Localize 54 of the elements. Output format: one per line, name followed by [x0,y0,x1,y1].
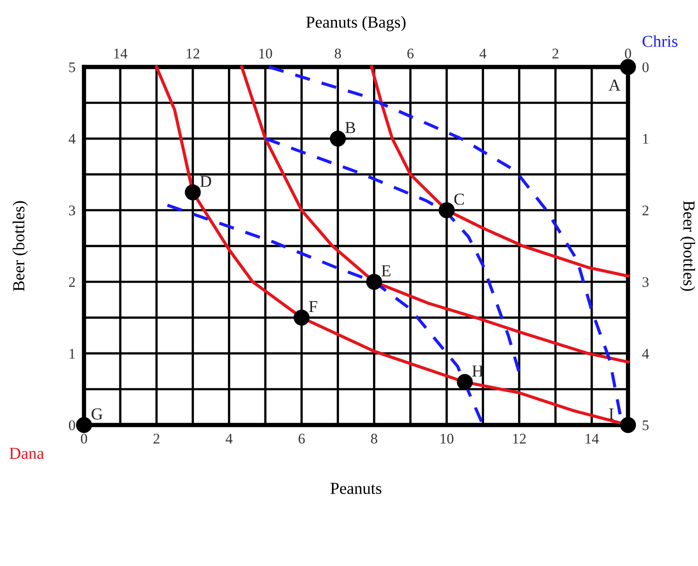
annotation: G [92,408,102,420]
x-axis-title: Peanuts [330,482,382,494]
y2-axis-title: Beer (bottles) [680,200,696,291]
y-tick-label: 1 [70,348,75,358]
annotation: C [454,194,464,205]
point [438,202,455,218]
y2-tick-label: 2 [642,206,648,216]
point [76,417,92,433]
x-tick-label: 14 [586,434,599,444]
point [456,374,473,390]
x-tick-label: 8 [371,434,378,444]
text: Dana [9,448,44,459]
x-tick-label: 12 [513,434,526,444]
x2-tick-label: 0 [624,48,632,58]
point [366,274,382,290]
line-series [240,65,630,364]
x2-tick-label: 10 [259,48,272,58]
x2-tick-label: 6 [407,48,414,58]
y2-tick-label: 5 [642,420,649,430]
x2-tick-label: 4 [480,48,486,58]
y-tick-label: 5 [69,62,76,72]
x-tick-label: 10 [440,434,454,444]
y2-tick-label: 1 [643,134,648,144]
y-tick-label: 2 [69,277,75,287]
y-tick-label: 3 [69,206,76,216]
x-tick-label: 6 [298,434,305,444]
point [620,59,636,75]
x-tick-label: 4 [226,434,232,444]
point [620,417,636,433]
x-tick-label: 2 [154,434,160,444]
point [184,184,201,200]
annotation: I [609,408,614,420]
y-axis-title: Beer (bottles) [12,201,28,292]
line-series [370,65,630,278]
x2-axis-title: Peanuts (Bags) [306,16,406,32]
y2-tick-label: 0 [642,62,649,72]
annotation: F [309,301,318,312]
x2-tick-label: 2 [552,48,558,58]
x2-tick-label: 8 [334,48,341,58]
point [330,130,346,147]
line-series [264,137,521,374]
annotation: E [382,265,390,276]
x2-tick-label: 12 [186,48,200,58]
annotation: A [608,80,620,91]
x-tick-label: 0 [80,434,88,444]
annotation: D [200,176,212,187]
point [294,310,310,326]
y-tick-label: 4 [68,134,76,144]
y2-tick-label: 4 [642,348,649,358]
y-tick-label: 0 [68,420,76,430]
y2-tick-label: 3 [642,277,649,288]
text: Chris [642,35,678,47]
annotation: B [345,122,356,134]
x2-tick-label: 14 [114,48,128,58]
